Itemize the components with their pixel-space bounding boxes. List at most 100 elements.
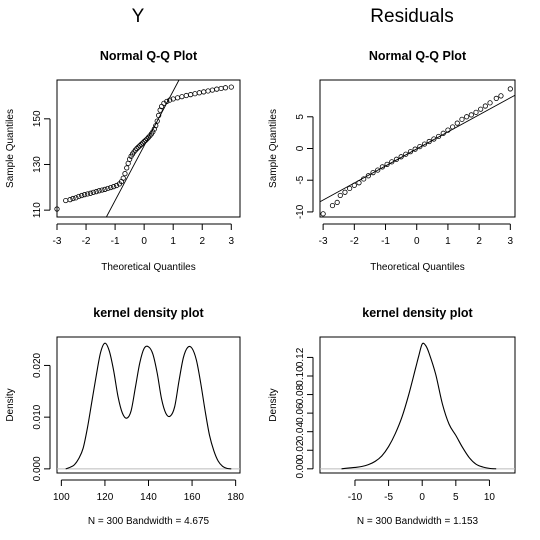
kde-y-x-tick-label: 160 [184,492,201,503]
qq-y-point [174,95,181,101]
kde-resid-y-tick-label: 0.04 [295,422,306,442]
kde-resid-plot-frame [319,336,516,474]
qq-resid-point [347,185,353,192]
qq-y-point [120,175,126,181]
qq-resid-x-tick-label: -2 [350,236,359,247]
qq-y-x-tick-label: 1 [170,236,176,247]
qq-y-point [67,197,73,203]
qq-resid-point [379,164,385,170]
qq-y-point [214,86,220,92]
qq-y-point [144,136,150,142]
qq-y-point [135,144,141,150]
kde-resid-x-tick-label: 10 [484,492,496,503]
qq-y-point [228,84,234,90]
qq-y-point [84,191,91,197]
qq-resid-point [384,161,390,167]
kde-y-y-axis-label: Density [5,388,16,421]
qq-y-point [102,186,108,192]
qq-y-y-tick-label: 130 [32,156,43,173]
qq-y-x-tick-label: -2 [82,236,91,247]
qq-resid-point [487,100,493,106]
qq-resid-point [421,141,428,147]
qq-y-point [73,195,79,201]
qq-resid-plot-frame [319,79,516,218]
qq-y-point [124,165,130,171]
qq-resid-x-axis-label: Theoretical Quantiles [370,262,465,273]
qq-y-point [111,184,117,190]
qq-y-point [192,91,198,97]
qq-y-point [188,92,194,98]
kde-resid-x-axis-label: N = 300 Bandwidth = 1.153 [357,516,479,527]
kde-y-x-tick-label: 100 [53,492,70,503]
qq-resid-point [403,151,409,157]
kde-resid-title: kernel density plot [362,306,473,320]
qq-resid-point [407,149,414,155]
qq-resid-x-tick-label: 3 [508,236,514,247]
kde-y-x-tick-label: 140 [140,492,157,503]
qq-resid-point [435,133,442,140]
qq-resid-point [365,173,371,179]
qq-resid-point [412,146,418,152]
qq-y-y-tick-label: 110 [32,202,43,218]
kde-y-plot-frame [56,336,241,474]
qq-resid-point [375,167,381,173]
qq-y-point [76,193,82,200]
qq-resid-point [356,180,362,186]
qq-y-point [141,139,147,145]
qq-resid-point [393,156,400,162]
qq-resid-point [468,112,474,118]
kde-resid-x-tick-label: 0 [419,492,425,503]
kde-y-x-tick-label: 180 [227,492,244,503]
qq-y-x-tick-label: 0 [141,236,147,247]
qq-y-point [153,123,159,129]
qq-y-point [140,140,146,146]
qq-y-x-tick-label: 2 [199,236,205,247]
qq-resid-point [473,109,479,115]
qq-y-x-axis-label: Theoretical Quantiles [101,262,196,273]
kde-resid-y-tick-label: 0.12 [295,347,306,367]
qq-resid-point [440,130,446,136]
qq-resid-point [329,202,336,209]
qq-y-point [142,137,149,143]
qq-resid-point [431,136,437,142]
qq-y-point [87,190,94,196]
qq-y-point [99,187,105,193]
qq-y-reference-line [105,80,180,217]
qq-resid-x-tick-label: -3 [319,236,328,247]
qq-y-point [164,98,170,105]
kde-resid-y-tick-label: 0.02 [295,440,306,460]
qq-y-point [70,195,76,202]
qq-y-y-tick-label: 150 [32,110,43,127]
kde-resid-density-curve [341,342,497,470]
qq-resid-x-tick-label: 1 [445,236,451,247]
qq-y-point [93,189,99,195]
qq-resid-point [426,138,432,145]
qq-y-point [90,189,96,195]
qq-y-point [150,129,156,135]
kde-y-y-tick-label: 0.020 [32,352,43,377]
qq-resid-point [370,170,376,176]
qq-y-point [96,188,102,194]
qq-resid-x-tick-label: 0 [414,236,420,247]
qq-y-point [137,143,143,149]
kde-y-y-tick-label: 0.000 [32,456,43,481]
qq-y-point [205,88,211,94]
qq-y-point [179,94,185,100]
qq-y-point [156,112,162,118]
qq-resid-point [507,86,513,92]
qq-y-point [113,182,120,189]
qq-y-title: Normal Q-Q Plot [100,49,198,63]
qq-y-point [81,192,88,198]
qq-y-point [79,192,85,199]
kde-resid-x-tick-label: 5 [453,492,459,503]
qq-y-point [108,184,114,191]
kde-resid-y-tick-label: 0.08 [295,384,306,404]
qq-resid-point [337,192,343,199]
qq-resid-point [482,103,488,109]
kde-y-x-tick-label: 120 [97,492,114,503]
qq-y-point [105,185,111,192]
kde-resid-y-axis-label: Density [268,388,279,421]
qq-resid-x-tick-label: -1 [381,236,390,247]
kde-resid-y-tick-label: 0.06 [295,403,306,423]
qq-resid-point [454,120,460,126]
